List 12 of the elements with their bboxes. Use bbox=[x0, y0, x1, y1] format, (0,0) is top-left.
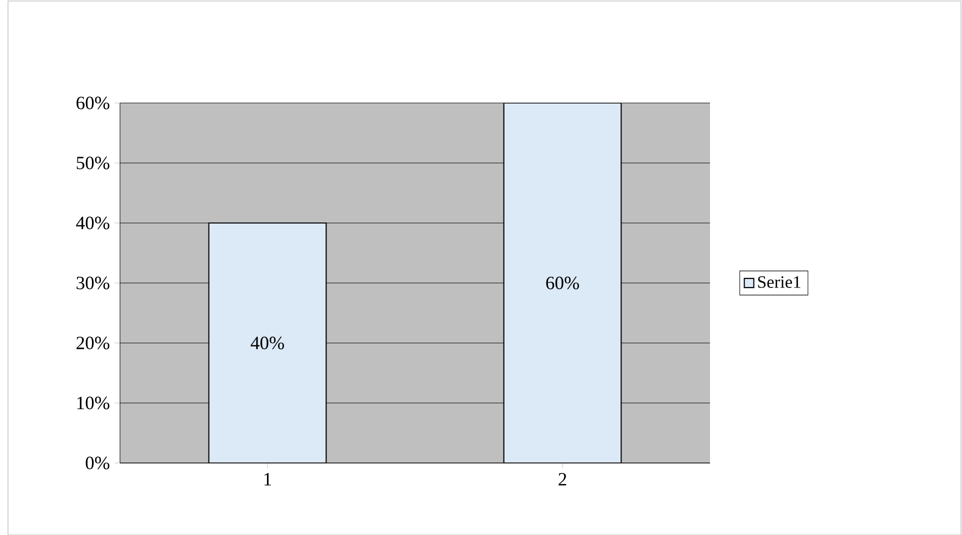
y-tick-label: 10% bbox=[77, 396, 110, 410]
text: 40% bbox=[250, 336, 284, 350]
y-tick-label: 0% bbox=[86, 456, 110, 470]
legend-label: Serie1 bbox=[758, 276, 800, 288]
y-tick-label: 40% bbox=[76, 216, 110, 230]
y-tick-label: 20% bbox=[76, 336, 110, 350]
y-tick-label: 50% bbox=[76, 156, 110, 170]
text: 60% bbox=[546, 276, 579, 290]
y-tick-label: 60% bbox=[76, 96, 110, 110]
x-tick-label: 1 bbox=[264, 473, 272, 486]
x-tick-label: 2 bbox=[558, 473, 566, 486]
y-tick-label: 30% bbox=[76, 276, 110, 290]
